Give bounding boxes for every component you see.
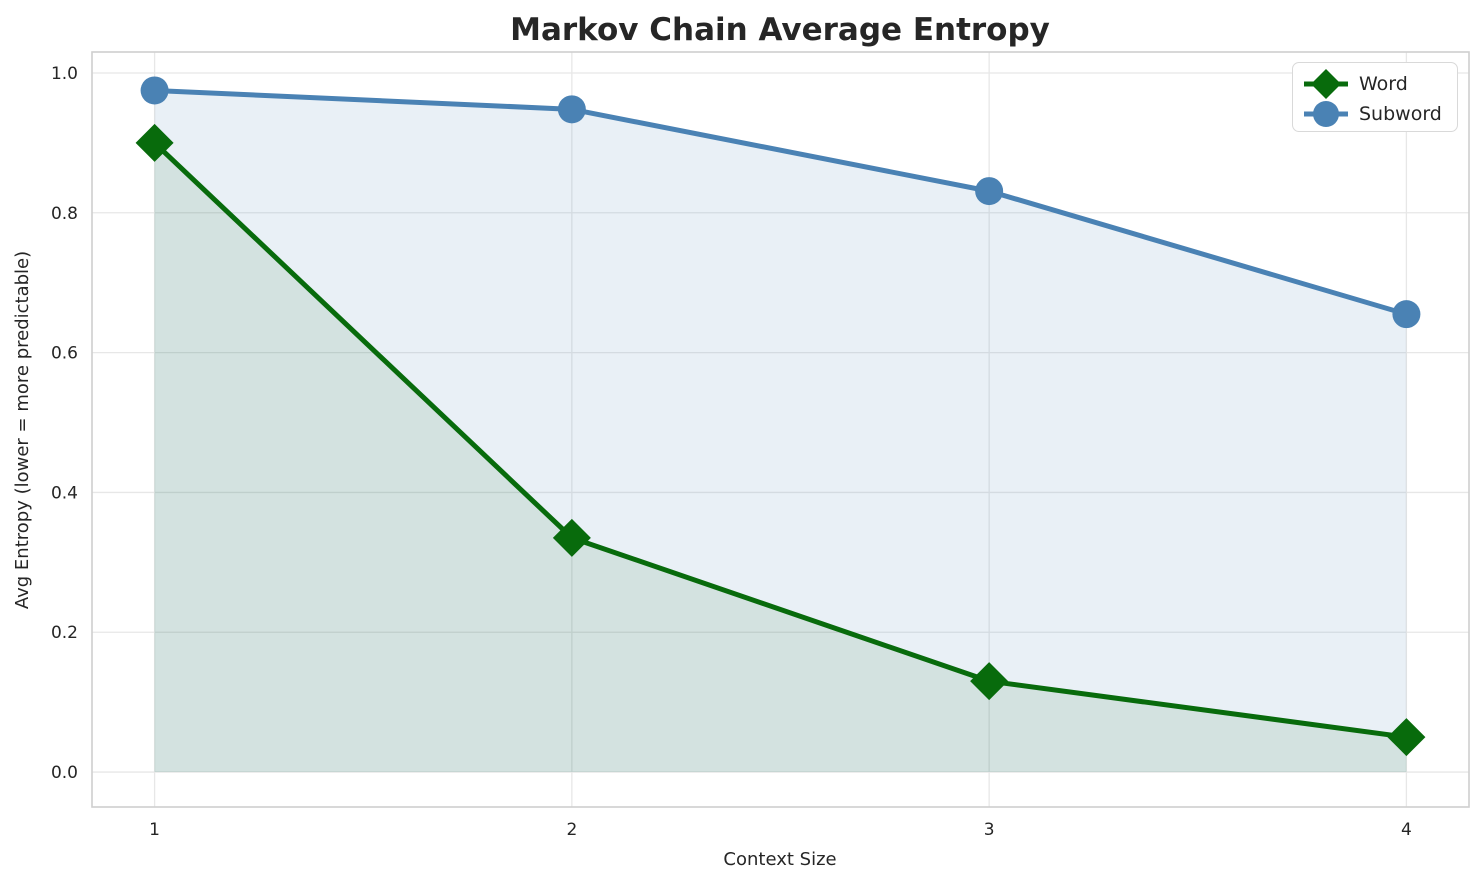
plot-border bbox=[91, 51, 1470, 808]
subword-line bbox=[154, 87, 1408, 317]
legend-item-subword: Subword bbox=[1301, 99, 1451, 129]
y-tick-label: 0.0 bbox=[51, 763, 78, 783]
legend: Word Subword bbox=[1292, 62, 1458, 132]
y-tick-label: 0.8 bbox=[51, 204, 78, 224]
word-marker bbox=[552, 518, 591, 557]
legend-label-word: Word bbox=[1359, 72, 1408, 95]
subword-marker bbox=[557, 95, 586, 124]
word-line bbox=[152, 141, 1407, 740]
y-tick-label: 0.6 bbox=[51, 344, 78, 364]
plot-area: 0.0 0.2 0.4 0.6 0.8 1.0 1 2 3 4 bbox=[51, 51, 1470, 840]
word-area-fill bbox=[154, 142, 1407, 773]
y-tick-label: 0.4 bbox=[51, 483, 78, 503]
subword-area-fill bbox=[154, 90, 1407, 773]
y-tick-label: 1.0 bbox=[51, 64, 78, 84]
chart-title: Markov Chain Average Entropy bbox=[510, 12, 1050, 48]
x-tick-label: 4 bbox=[1401, 820, 1412, 840]
x-tick-label: 3 bbox=[984, 820, 995, 840]
y-tick-label: 0.2 bbox=[51, 623, 78, 643]
y-axis-label: Avg Entropy (lower = more predictable) bbox=[12, 251, 33, 609]
subword-marker bbox=[140, 76, 169, 105]
x-tick-label: 1 bbox=[149, 820, 160, 840]
x-tick-label: 2 bbox=[566, 820, 577, 840]
word-diamond-marker-icon bbox=[1304, 69, 1348, 99]
word-marker bbox=[135, 123, 174, 162]
legend-label-subword: Subword bbox=[1359, 102, 1442, 125]
subword-marker bbox=[975, 177, 1004, 206]
subword-marker bbox=[1392, 300, 1421, 329]
x-axis-label: Context Size bbox=[723, 849, 836, 870]
subword-circle-marker-icon bbox=[1304, 101, 1348, 127]
word-marker bbox=[970, 662, 1009, 701]
legend-item-word: Word bbox=[1301, 69, 1451, 99]
word-marker bbox=[1387, 718, 1426, 757]
